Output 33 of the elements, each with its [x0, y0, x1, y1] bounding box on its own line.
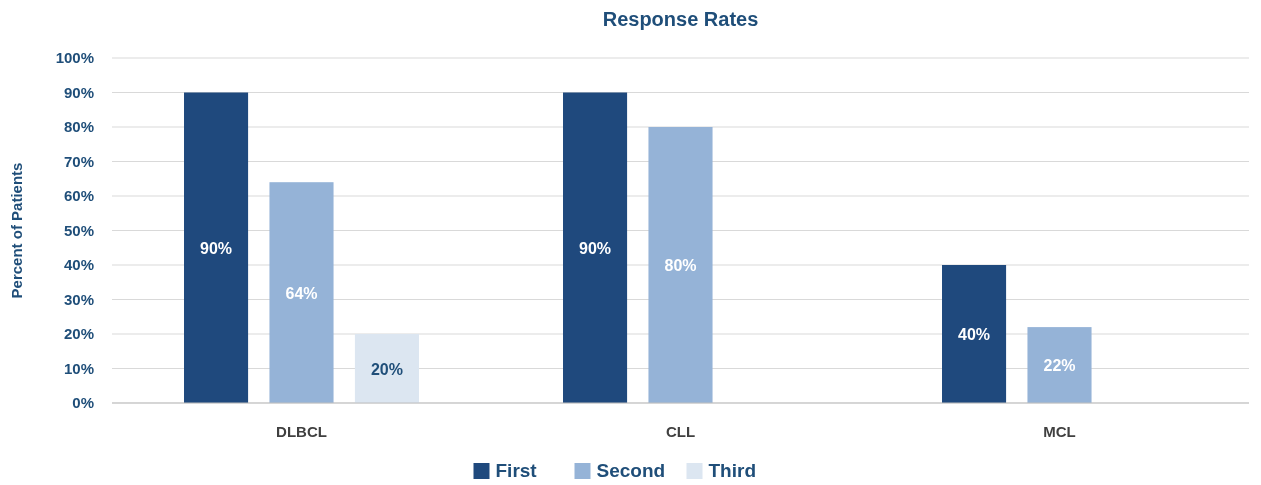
text: 40% — [958, 326, 991, 343]
y-tick-label: 20% — [63, 325, 94, 342]
text: 80% — [664, 257, 697, 274]
legend-label: Second — [596, 460, 666, 481]
y-tick-label: 70% — [63, 152, 94, 170]
text: 22% — [1043, 357, 1076, 375]
y-tick-label: 60% — [63, 187, 94, 204]
y-tick-label: 80% — [63, 118, 94, 135]
y-tick-label: 40% — [63, 256, 94, 273]
legend-label: Third — [708, 460, 756, 481]
bar — [354, 334, 419, 403]
x-tick-label: CLL — [665, 423, 696, 440]
text: 90% — [200, 239, 233, 257]
text: 20% — [370, 360, 403, 378]
bar — [942, 265, 1007, 403]
bar — [648, 127, 713, 403]
y-tick-label: 100% — [55, 49, 94, 66]
y-tick-label: 0% — [72, 394, 94, 411]
bar — [563, 92, 628, 403]
x-tick-label: DLBCL — [276, 423, 327, 440]
text: 64% — [285, 284, 318, 302]
text: 90% — [579, 239, 612, 257]
bar — [269, 182, 334, 403]
bar — [184, 92, 249, 403]
y-axis-title: Percent of Patients — [8, 162, 25, 299]
x-tick-label: MCL — [1043, 423, 1076, 440]
legend-label: First — [495, 460, 538, 481]
chart-title: Response Rates — [602, 8, 759, 30]
y-tick-label: 10% — [63, 359, 94, 377]
y-tick-label: 30% — [63, 290, 94, 308]
y-tick-label: 90% — [63, 83, 94, 101]
bar — [1027, 327, 1092, 403]
y-tick-label: 50% — [63, 221, 94, 239]
